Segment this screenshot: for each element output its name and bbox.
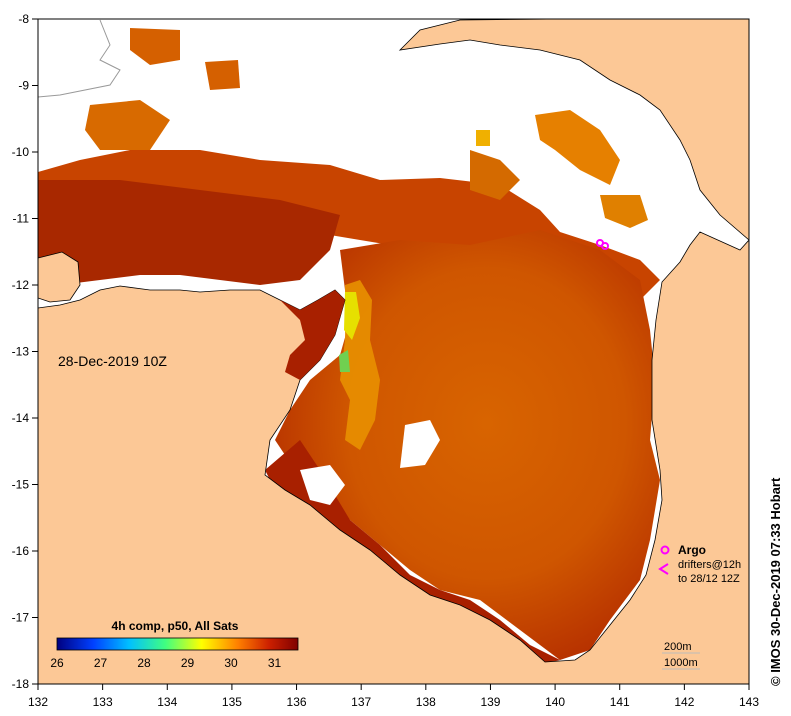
sst-patch-nw3 xyxy=(85,100,170,150)
contour-legend: 200m 1000m xyxy=(662,641,700,670)
x-tick-label: 137 xyxy=(351,695,371,709)
sst-patch-east-mid xyxy=(600,195,648,228)
argo-float-icon xyxy=(601,242,609,250)
x-tick-label: 141 xyxy=(610,695,630,709)
sst-arafura-warm xyxy=(38,180,340,290)
credit-label: © IMOS 30-Dec-2019 07:33 Hobart xyxy=(768,477,783,686)
y-axis: -8 -9 -10 -11 -12 -13 -14 -15 -16 -17 -18 xyxy=(12,12,38,691)
colorbar-tick-label: 29 xyxy=(181,656,195,670)
no-data-hole-1 xyxy=(400,420,440,468)
argo-float-marker xyxy=(596,239,609,250)
x-tick-label: 138 xyxy=(416,695,436,709)
x-axis: 132 133 134 135 136 137 138 139 140 141 142 143 xyxy=(28,684,759,709)
land-island-west xyxy=(38,251,81,303)
bathymetry-contour-nw xyxy=(38,19,121,98)
colorbar-tick-label: 31 xyxy=(268,656,282,670)
y-tick-label: -13 xyxy=(12,345,30,359)
sst-patch-small-yellow xyxy=(476,130,490,146)
y-tick-label: -9 xyxy=(18,79,29,93)
x-tick-label: 134 xyxy=(157,695,177,709)
land-cape-york xyxy=(38,231,749,684)
sst-patch-nw2 xyxy=(205,60,240,90)
land-new-guinea xyxy=(398,19,749,241)
colorbar-title: 4h comp, p50, All Sats xyxy=(112,619,239,633)
sst-patch-ne xyxy=(535,110,620,185)
contour-1000-label: 1000m xyxy=(664,657,698,669)
colorbar-tick-label: 26 xyxy=(50,656,64,670)
y-tick-label: -16 xyxy=(12,544,30,558)
colorbar-tick-label: 27 xyxy=(94,656,108,670)
colorbar-gradient xyxy=(56,637,299,651)
y-tick-label: -15 xyxy=(12,478,30,492)
sst-patch-nw1 xyxy=(130,28,180,65)
drifter-arrow-icon xyxy=(658,563,669,575)
colorbar: 4h comp, p50, All Sats 26 27 28 29 30 31 xyxy=(50,619,299,670)
x-tick-label: 139 xyxy=(480,695,500,709)
no-data-hole-2 xyxy=(300,465,345,505)
argo-marker-icon xyxy=(660,545,670,555)
land xyxy=(38,19,749,684)
map-plot-area xyxy=(38,19,749,684)
y-tick-label: -12 xyxy=(12,278,30,292)
sst-green-spot xyxy=(339,350,350,372)
sst-warm-west-gulf xyxy=(265,440,560,665)
y-tick-label: -18 xyxy=(12,677,30,691)
drifters-label: drifters@12h xyxy=(678,559,741,571)
timestamp-label: 28-Dec-2019 10Z xyxy=(58,353,167,369)
x-tick-label: 143 xyxy=(739,695,759,709)
contour-200-label: 200m xyxy=(664,641,692,653)
argo-label: Argo xyxy=(678,543,706,557)
y-tick-label: -10 xyxy=(12,145,30,159)
x-tick-label: 132 xyxy=(28,695,48,709)
x-tick-label: 142 xyxy=(674,695,694,709)
sst-coolest-spot xyxy=(344,292,360,340)
colorbar-tick-label: 28 xyxy=(137,656,151,670)
sst-arnhem-coast xyxy=(280,290,345,380)
x-tick-label: 136 xyxy=(287,695,307,709)
y-tick-label: -8 xyxy=(18,12,29,26)
y-tick-label: -11 xyxy=(13,212,30,226)
sst-cloud-patch-north xyxy=(470,150,520,200)
y-tick-label: -14 xyxy=(12,411,30,425)
x-tick-label: 133 xyxy=(93,695,113,709)
drifters-to-label: to 28/12 12Z xyxy=(678,573,740,585)
colorbar-tick-label: 30 xyxy=(224,656,238,670)
sst-gulf xyxy=(275,230,660,660)
colorbar-ticks: 26 27 28 29 30 31 xyxy=(50,656,281,670)
y-tick-label: -17 xyxy=(12,611,30,625)
x-tick-label: 140 xyxy=(545,695,565,709)
drifter-legend: Argo drifters@12h to 28/12 12Z xyxy=(658,543,741,585)
x-tick-label: 135 xyxy=(222,695,242,709)
